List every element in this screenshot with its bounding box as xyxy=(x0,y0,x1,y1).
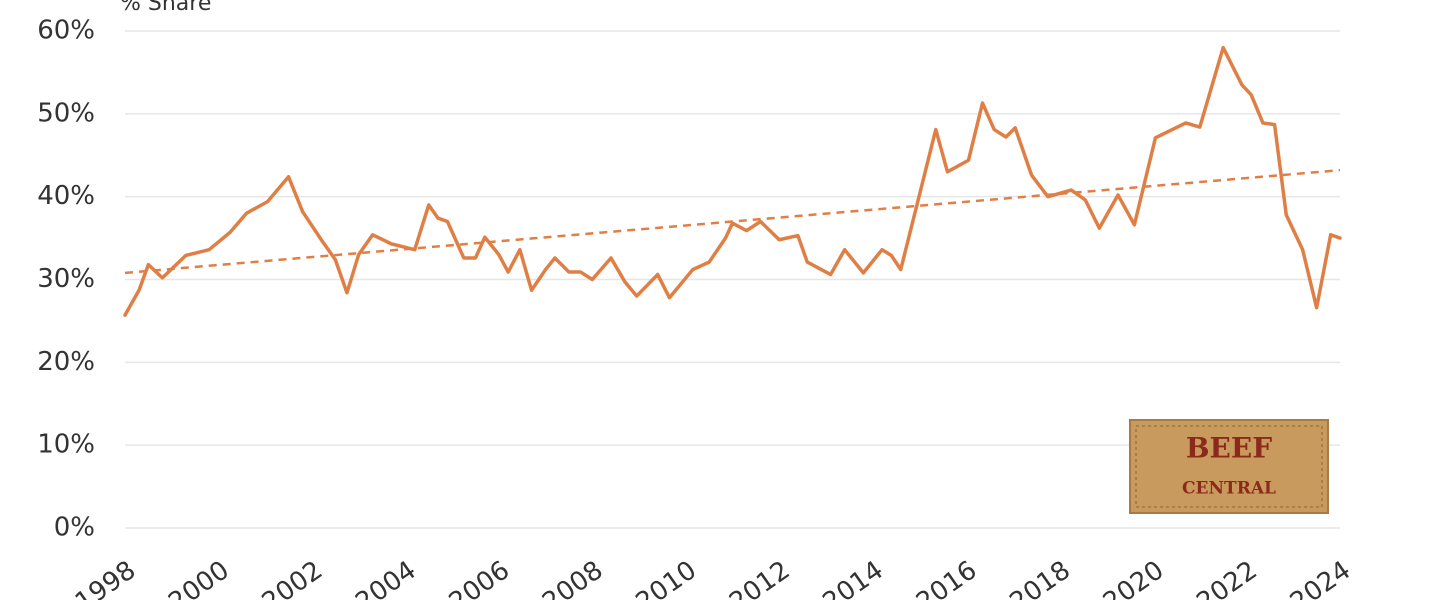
y-tick-label: 10% xyxy=(37,430,95,460)
y-tick-label: 30% xyxy=(37,264,95,294)
x-tick-label: 2012 xyxy=(724,555,795,600)
y-axis-label: % Share xyxy=(120,0,211,16)
logo-text: CENTRAL xyxy=(1182,479,1276,499)
logo-text: BEEF xyxy=(1186,432,1272,465)
x-tick-label: 1998 xyxy=(70,555,141,600)
logo-stitch xyxy=(1135,425,1323,508)
y-tick-label: 0% xyxy=(54,513,95,543)
x-tick-label: 2018 xyxy=(1005,555,1076,600)
x-tick-label: 2016 xyxy=(911,555,982,600)
x-tick-label: 2000 xyxy=(163,555,234,600)
logo: BEEF CENTRAL xyxy=(1129,419,1329,514)
x-tick-label: 2010 xyxy=(631,555,702,600)
y-tick-label: 20% xyxy=(37,347,95,377)
x-tick-label: 2020 xyxy=(1098,555,1169,600)
y-tick-label: 60% xyxy=(37,16,95,46)
x-tick-label: 2006 xyxy=(444,555,515,600)
x-tick-label: 2002 xyxy=(257,555,328,600)
y-tick-label: 40% xyxy=(37,181,95,211)
x-tick-label: 2004 xyxy=(350,555,421,600)
data-line xyxy=(123,45,1342,317)
x-tick-label: 2008 xyxy=(537,555,608,600)
y-tick-label: 50% xyxy=(37,98,95,128)
x-tick-label: 2022 xyxy=(1191,555,1262,600)
x-tick-label: 2024 xyxy=(1285,555,1356,600)
logo-badge xyxy=(1129,419,1329,514)
x-tick-label: 2014 xyxy=(818,555,889,600)
